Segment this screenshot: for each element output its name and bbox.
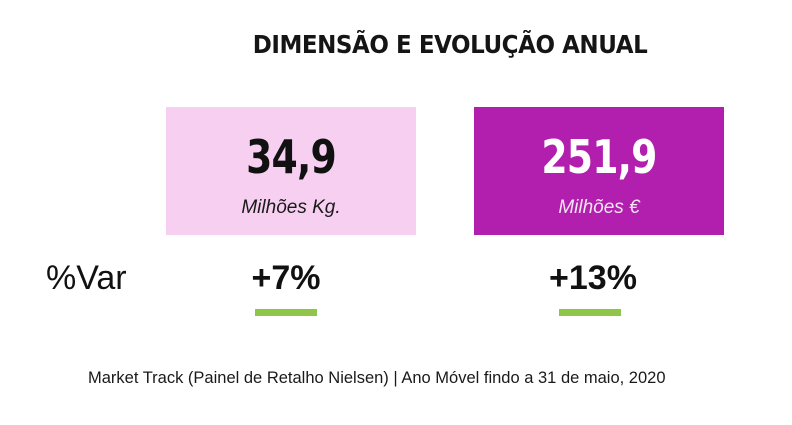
value-card: 251,9 Milhões € [474, 107, 724, 235]
value-variation-underline [559, 309, 621, 316]
volume-variation: +7% [251, 259, 321, 297]
page-title: DIMENSÃO E EVOLUÇÃO ANUAL [252, 30, 648, 59]
source-note: Market Track (Painel de Retalho Nielsen)… [88, 369, 666, 387]
volume-variation-underline [255, 309, 317, 316]
value-amount: 251,9 [541, 130, 657, 184]
volume-card: 34,9 Milhões Kg. [166, 107, 416, 235]
volume-unit: Milhões Kg. [241, 197, 341, 218]
volume-value: 34,9 [246, 130, 337, 184]
variation-label: %Var [46, 259, 127, 297]
value-variation: +13% [549, 259, 637, 297]
value-unit: Milhões € [558, 197, 640, 218]
